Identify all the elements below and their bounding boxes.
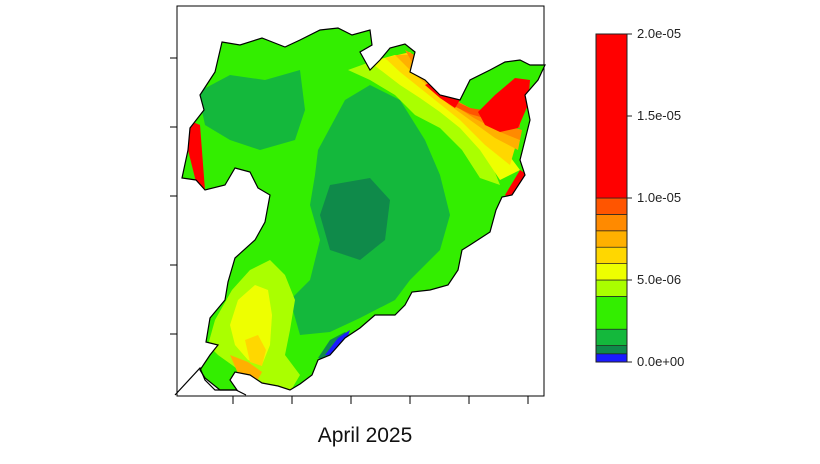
colorbar-segment [595, 230, 628, 248]
contour-patch [245, 335, 266, 366]
contour-patch [198, 70, 305, 150]
chart-title: April 2025 [317, 424, 413, 447]
colorbar-segment [595, 197, 628, 215]
contour-patch [478, 78, 530, 132]
colorbar-segment [595, 328, 628, 346]
colorbar-segment [595, 246, 628, 264]
contour-patch [348, 62, 500, 185]
colorbar-tick-label: 2.0e-05 [637, 26, 681, 41]
colorbar-tick-label: 1.5e-05 [637, 108, 681, 123]
colorbar-tick-label: 1.0e-05 [637, 190, 681, 205]
colorbar-segment [595, 279, 628, 297]
colorbar-segment [595, 353, 628, 363]
y-axis-ticks [170, 57, 177, 335]
shoreline-segment [174, 366, 247, 396]
contour-patch [385, 52, 515, 165]
colorbar-segment [595, 296, 628, 330]
colorbar-tick-labels: 2.0e-05 1.5e-05 1.0e-05 5.0e-06 0.0e+00 [627, 26, 684, 369]
x-axis-ticks [232, 396, 529, 404]
contour-patch [188, 120, 205, 190]
colorbar-tick-label: 5.0e-06 [637, 272, 681, 287]
colorbar-segment [595, 33, 628, 199]
colorbar-tick-label: 0.0e+00 [637, 354, 684, 369]
contour-patch [370, 55, 520, 180]
colorbar-segment [595, 263, 628, 281]
contour-patch [505, 170, 528, 198]
contour-patch [325, 330, 350, 356]
colorbar-segment [595, 214, 628, 232]
contour-patch [320, 178, 390, 260]
colorbar [595, 33, 628, 363]
colorbar-segment [595, 345, 628, 355]
